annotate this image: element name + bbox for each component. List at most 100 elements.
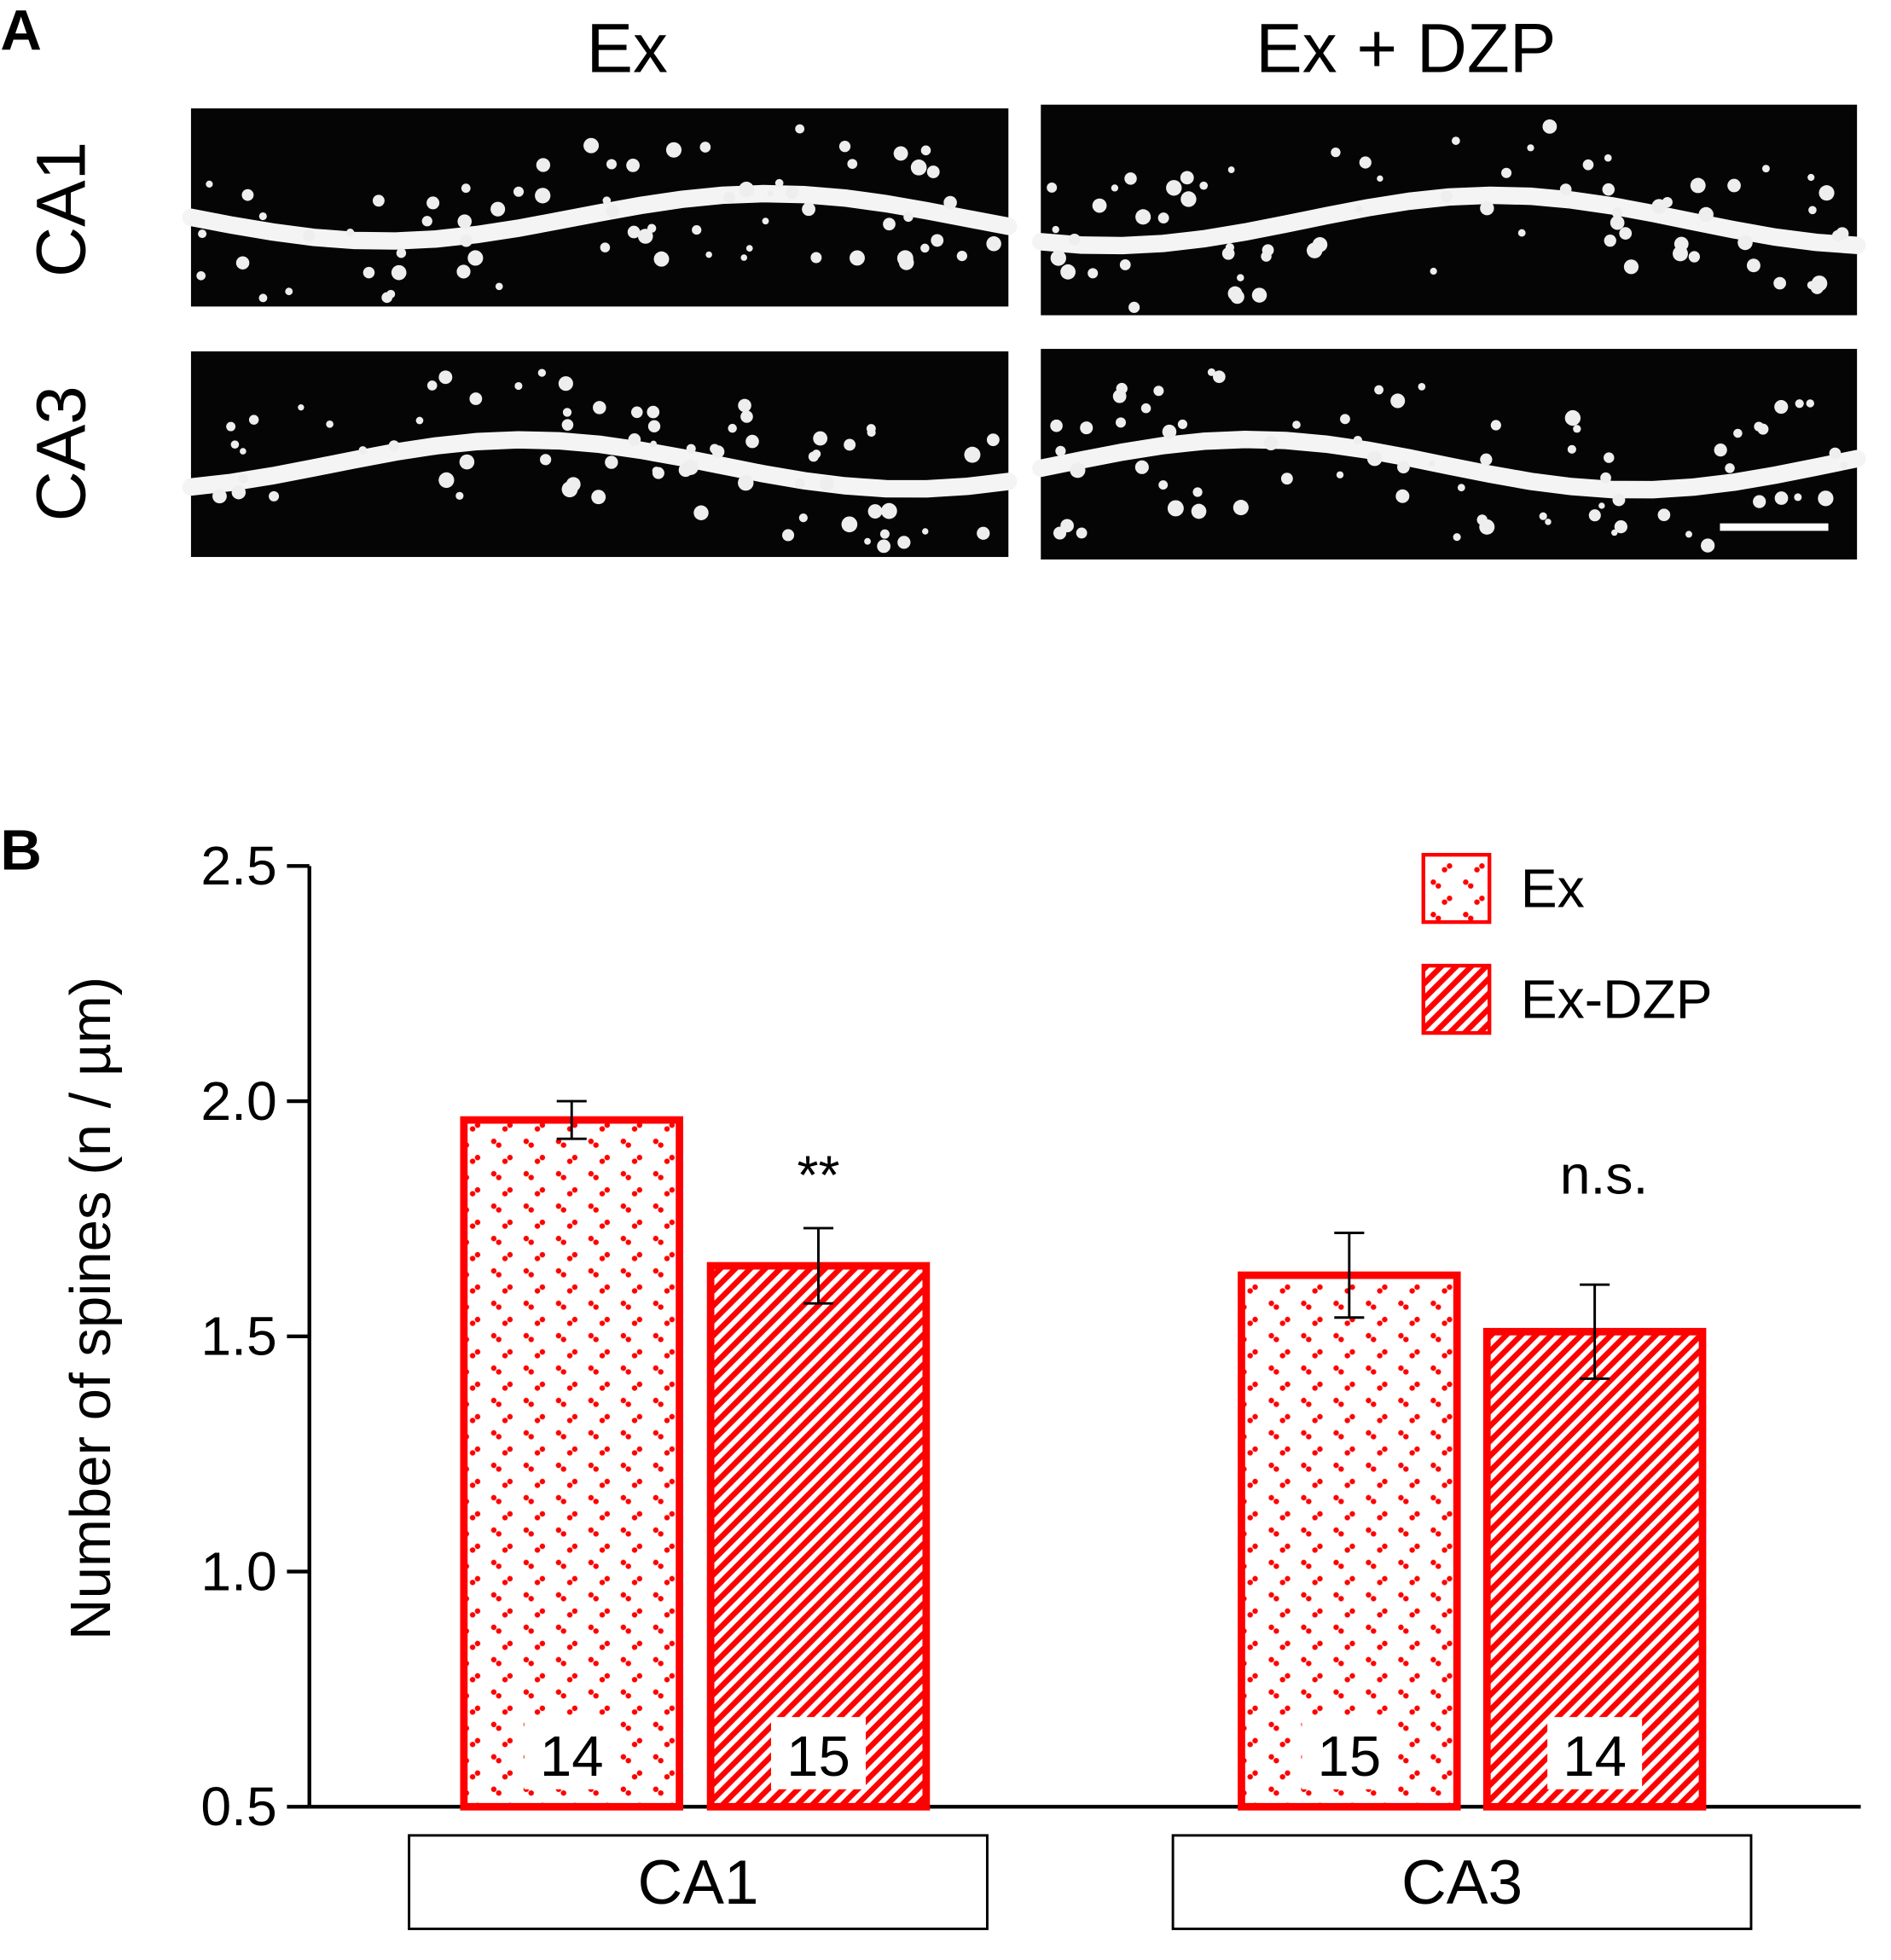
spine [794,478,805,489]
category-box [1171,1834,1753,1930]
spine [1237,274,1244,281]
spine [647,420,661,432]
spine [1725,463,1735,473]
spine [363,266,375,279]
spine [1157,212,1169,223]
spine [1076,527,1088,539]
spine [1614,519,1627,534]
spine [460,235,473,247]
spine [850,250,865,266]
legend-swatch [1421,852,1492,925]
spine [977,526,990,540]
spine [1604,235,1616,247]
spine [198,229,207,239]
spine [838,141,851,153]
spine [1539,512,1547,520]
plot: 0.5 1.0 1.5 2.0 2.5 CA1 14 15 ** CA3 15 14 n.s. Ex Ex-… [200,835,1861,1930]
spine [739,182,755,198]
spine [1207,368,1215,376]
spine [1806,399,1814,408]
spine [226,421,236,432]
spine [600,242,611,252]
spine [457,214,473,229]
spine [811,449,821,459]
spine [1140,403,1151,414]
column-header: Ex [587,10,669,88]
spine [627,225,641,239]
spine [1727,178,1741,193]
spine [1600,472,1611,484]
spine [258,293,268,303]
spine [1112,389,1127,403]
spine [813,431,828,446]
spine [396,248,407,258]
spine [1840,461,1848,470]
spine [206,180,213,188]
spine [1619,227,1633,240]
spine [561,481,578,498]
spine [1657,508,1671,522]
spine [738,398,751,413]
spine [867,427,876,438]
bar [706,1261,931,1811]
spine [606,159,618,170]
spine [1397,461,1410,473]
spine [1261,251,1272,262]
spine [628,433,641,446]
spine [723,191,736,204]
spine [1610,215,1625,230]
spine [1212,370,1226,384]
spine [1111,184,1119,192]
spine [1542,119,1557,134]
spine [469,392,483,405]
spine [606,204,619,218]
dendrite [182,431,1018,498]
legend-label: Ex [1521,858,1585,919]
spine [241,188,254,201]
spine [879,529,890,539]
spine [415,416,424,425]
spine [926,165,940,178]
spine [798,513,808,523]
spine [461,183,471,194]
spine [740,410,753,423]
spine [1753,495,1766,508]
spine [847,159,858,170]
spine [637,229,653,244]
spine [1564,409,1581,426]
spine [1191,503,1207,519]
spine [1395,489,1410,503]
y-tick-label: 2.5 [200,835,276,896]
spine [785,186,799,200]
spine [1119,259,1131,270]
spine [1688,251,1701,263]
spine [1088,268,1099,279]
spine [903,212,914,223]
spine [653,251,670,267]
spine [1233,500,1249,516]
spine [964,446,981,463]
spine [561,419,574,431]
spine [630,406,643,419]
spine [1733,428,1743,438]
legend-label: Ex-DZP [1521,969,1713,1030]
spine [231,485,247,500]
spine [795,124,805,134]
spine [1162,424,1177,439]
spine [1180,171,1194,185]
spine [1192,487,1203,497]
spine [238,473,249,484]
spine [1582,159,1594,171]
spine [1092,198,1107,213]
spine [605,455,618,469]
spine [1221,246,1235,260]
n-label: 15 [1317,1725,1381,1789]
spine [844,438,856,451]
n-label-bg [1547,1717,1643,1789]
micrograph [1041,104,1858,316]
spine [1227,286,1243,301]
spine [931,234,944,247]
spine [699,142,711,153]
spine [1818,185,1835,201]
